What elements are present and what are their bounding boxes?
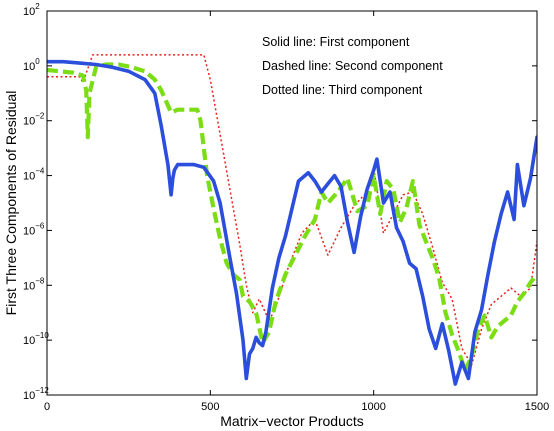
y-tick-label: 10−10 [23,331,49,347]
series-layer [47,54,537,386]
y-tick-label: 100 [23,57,40,73]
annotation-line-3: Dotted line: Third component [262,83,423,97]
y-tick-label: 10−8 [23,276,45,292]
y-tick-label: 10−2 [23,112,45,128]
series-line-dashed [47,62,537,373]
annotation-line-2: Dashed line: Second component [262,59,443,73]
plot-frame [46,10,538,396]
x-tick-label: 1500 [525,401,549,413]
y-tick-label: 10−12 [23,386,49,402]
x-axis-label: Matrix−vector Products [220,413,364,429]
annotation-block: Solid line: First component Dashed line: … [262,35,443,97]
series-line-solid [47,59,537,386]
x-tick-label: 1000 [361,401,385,413]
ticks-layer: 0 500 1000 1500 102 100 10−2 10−4 10−6 10−8 10−10 1… [23,2,549,413]
y-tick-label: 10−6 [23,221,45,237]
x-tick-label: 0 [44,401,50,413]
x-tick-label: 500 [201,401,219,413]
y-tick-label: 10−4 [23,167,45,183]
y-tick-label: 102 [23,2,40,18]
y-axis-label: First Three Components of Residual [3,91,19,316]
annotation-line-1: Solid line: First component [262,35,410,49]
